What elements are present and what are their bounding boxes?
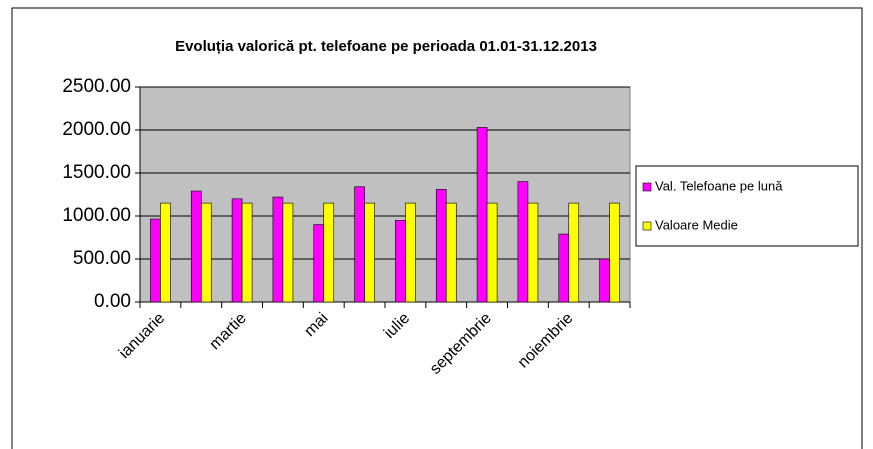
legend-swatch <box>642 221 652 231</box>
bar <box>231 198 243 303</box>
legend-label: Valoare Medie <box>655 217 738 232</box>
bar <box>354 186 365 303</box>
bar <box>445 202 457 303</box>
bar <box>282 202 294 303</box>
bar <box>476 127 488 303</box>
y-tick-label: 500.00 <box>73 248 131 269</box>
bar <box>200 202 212 303</box>
bar <box>435 189 447 303</box>
bar <box>486 202 498 303</box>
y-tick-label: 1000.00 <box>62 205 131 226</box>
legend <box>635 165 859 247</box>
plot-area <box>139 86 631 303</box>
bar <box>558 233 570 303</box>
legend-label: Val. Telefoane pe lună <box>655 178 783 193</box>
bar <box>190 190 202 303</box>
chart-title: Evoluția valorică pt. telefoane pe perio… <box>175 38 597 55</box>
bar <box>599 258 610 303</box>
bar <box>517 181 529 303</box>
y-tick-label: 0.00 <box>94 291 131 312</box>
bar <box>527 202 539 303</box>
bar <box>609 202 620 303</box>
bar <box>364 202 375 303</box>
bar <box>568 202 580 303</box>
bar <box>395 220 406 303</box>
y-tick-label: 2500.00 <box>62 76 131 97</box>
bar <box>160 202 171 303</box>
y-tick-label: 2000.00 <box>62 119 131 140</box>
bar <box>150 218 161 303</box>
legend-swatch <box>642 182 652 192</box>
bar <box>323 202 335 303</box>
bar <box>405 202 416 303</box>
bar <box>313 224 325 303</box>
y-tick-label: 1500.00 <box>62 162 131 183</box>
bar <box>241 202 253 303</box>
bar <box>272 196 284 303</box>
